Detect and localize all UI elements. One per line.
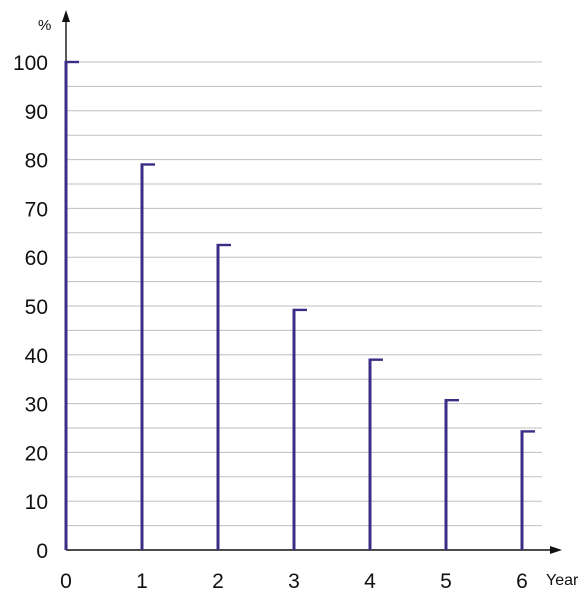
y-tick-label: 70 bbox=[25, 198, 48, 221]
y-axis-unit-label: % bbox=[38, 17, 51, 34]
y-axis-arrow-icon bbox=[62, 10, 70, 22]
y-tick-label: 80 bbox=[25, 150, 48, 173]
y-tick-label: 10 bbox=[25, 491, 48, 514]
axes: % Year bbox=[38, 10, 579, 589]
stems bbox=[64, 60, 535, 550]
y-tick-label: 50 bbox=[25, 296, 48, 319]
y-tick-label: 30 bbox=[25, 394, 48, 417]
x-tick-labels: 0 1 2 3 4 5 6 bbox=[60, 570, 528, 593]
y-tick-label: 100 bbox=[13, 52, 48, 75]
y-tick-label: 90 bbox=[25, 101, 48, 124]
grid-lines bbox=[66, 61, 542, 527]
x-tick-label: 6 bbox=[516, 570, 528, 593]
y-tick-label: 60 bbox=[25, 247, 48, 270]
x-axis-unit-label: Year bbox=[546, 572, 579, 589]
x-tick-label: 0 bbox=[60, 570, 72, 593]
x-tick-label: 1 bbox=[136, 570, 148, 593]
y-tick-label: 40 bbox=[25, 345, 48, 368]
x-tick-label: 5 bbox=[440, 570, 452, 593]
y-tick-label: 20 bbox=[25, 442, 48, 465]
x-axis-arrow-icon bbox=[550, 546, 562, 554]
x-tick-label: 3 bbox=[288, 570, 300, 593]
y-tick-labels: 0 10 20 30 40 50 60 70 80 90 100 bbox=[13, 52, 48, 563]
x-tick-label: 4 bbox=[364, 570, 376, 593]
x-tick-label: 2 bbox=[212, 570, 224, 593]
y-tick-label: 0 bbox=[36, 540, 48, 563]
